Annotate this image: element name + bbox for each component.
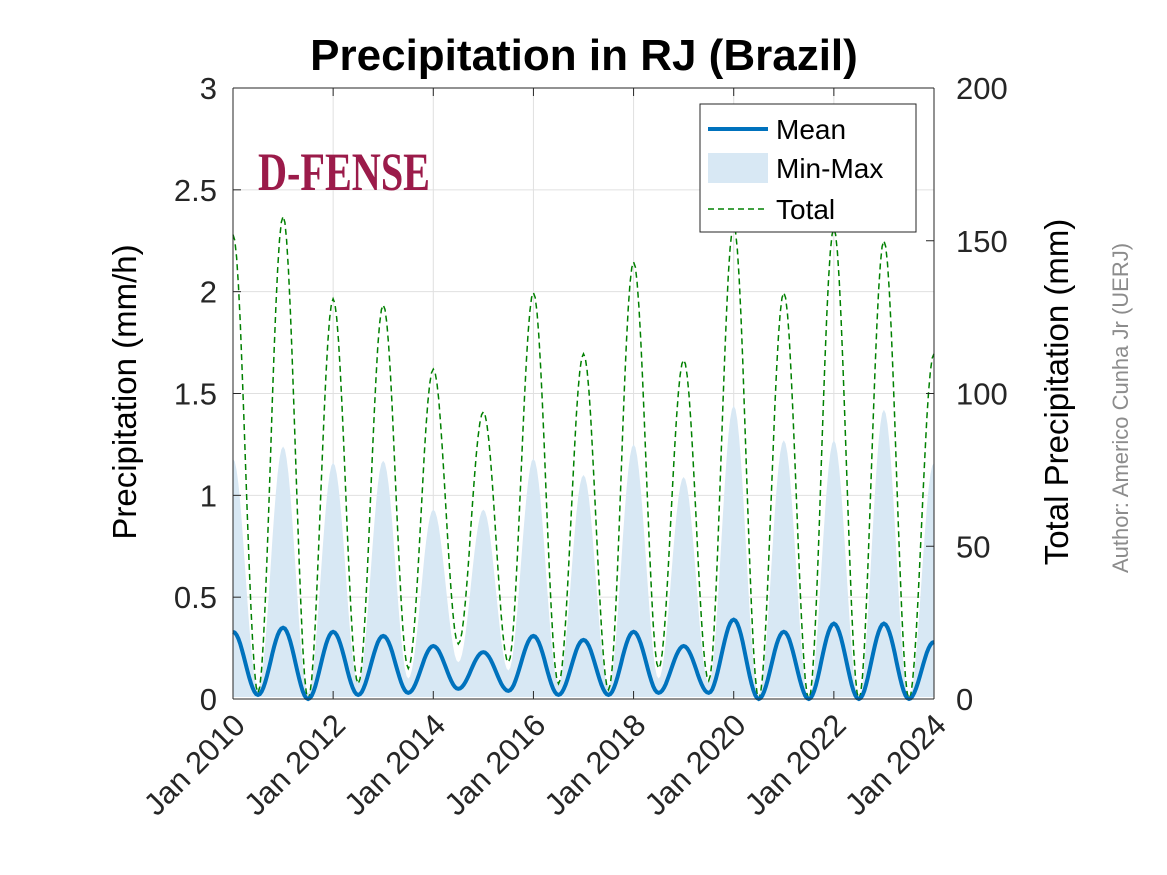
tick-label-right: 200 [956, 71, 1008, 106]
tick-label-x: Jan 2014 [337, 707, 452, 822]
mean-series-layer [232, 617, 935, 702]
legend-minmax-swatch [708, 153, 768, 183]
author-credit: Author: Americo Cunha Jr (UERJ) [1108, 243, 1133, 573]
tick-label-right: 100 [956, 377, 1008, 412]
total-series-layer [232, 213, 935, 702]
y-axis-right-label: Total Precipitation (mm) [1038, 219, 1075, 566]
tick-label-x: Jan 2022 [738, 707, 853, 822]
tick-label-left: 3 [200, 71, 217, 106]
legend-mean-label: Mean [776, 114, 846, 145]
legend: Mean Min-Max Total [699, 103, 917, 233]
tick-label-x: Jan 2016 [437, 707, 552, 822]
tick-label-right: 150 [956, 224, 1008, 259]
tick-label-left: 0 [200, 682, 217, 717]
total-line [232, 213, 935, 702]
tick-label-x: Jan 2020 [638, 707, 753, 822]
y-axis-left-label: Precipitation (mm/h) [106, 244, 143, 539]
tick-label-x: Jan 2024 [838, 707, 953, 822]
tick-label-left: 2 [200, 275, 217, 310]
legend-minmax-label: Min-Max [776, 153, 883, 184]
d-fense-logo: D-FENSE [258, 142, 430, 202]
tick-label-x: Jan 2012 [237, 707, 352, 822]
tick-label-left: 1 [200, 478, 217, 513]
tick-label-x: Jan 2010 [137, 707, 252, 822]
tick-label-left: 0.5 [174, 580, 217, 615]
tick-label-right: 50 [956, 529, 990, 564]
min-max-band-layer [233, 405, 934, 699]
chart-title: Precipitation in RJ (Brazil) [310, 31, 858, 80]
min-max-band [233, 405, 934, 699]
tick-label-left: 2.5 [174, 173, 217, 208]
legend-total-label: Total [776, 194, 835, 225]
tick-label-right: 0 [956, 682, 973, 717]
tick-label-x: Jan 2018 [538, 707, 653, 822]
mean-line [232, 617, 935, 702]
tick-label-left: 1.5 [174, 377, 217, 412]
axes [232, 87, 935, 700]
